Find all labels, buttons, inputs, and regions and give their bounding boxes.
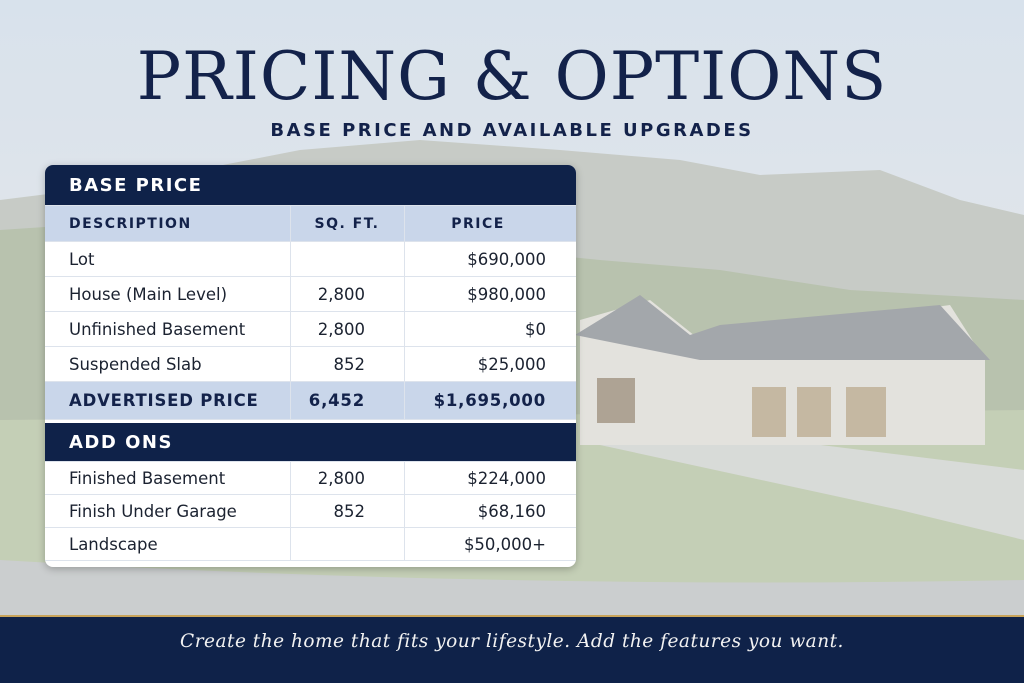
cell-divider [290, 242, 291, 276]
page-subtitle: BASE PRICE AND AVAILABLE UPGRADES [270, 120, 754, 141]
table-cell: 2,800 [317, 284, 365, 304]
cell-divider [404, 206, 405, 241]
table-cell: Suspended Slab [69, 354, 202, 374]
table-cell: $68,160 [477, 501, 546, 521]
cell-divider [290, 312, 291, 346]
table-row: Unfinished Basement 2,800 $0 [45, 312, 576, 347]
cell-divider [404, 528, 405, 560]
table-cell: $0 [525, 319, 546, 339]
cell-divider [404, 242, 405, 276]
cell-divider [290, 528, 291, 560]
table-cell: ADVERTISED PRICE [69, 391, 259, 410]
table-row: Finished Basement 2,800 $224,000 [45, 462, 576, 495]
section-title: ADD ONS [69, 431, 173, 453]
tagline: Create the home that fits your lifestyle… [180, 631, 844, 652]
total-row: ADVERTISED PRICE 6,452 $1,695,000 [45, 382, 576, 420]
table-cell: Lot [69, 249, 95, 269]
table-cell: $1,695,000 [433, 391, 546, 410]
section-header: ADD ONS [45, 423, 576, 462]
table-cell: $690,000 [467, 249, 546, 269]
section-title: BASE PRICE [69, 174, 203, 196]
table-cell: $25,000 [477, 354, 546, 374]
cell-divider [404, 277, 405, 311]
table-cell: SQ. FT. [314, 215, 380, 232]
table-row: Finish Under Garage 852 $68,160 [45, 495, 576, 528]
cell-divider [290, 495, 291, 527]
footer-bar: Create the home that fits your lifestyle… [0, 615, 1024, 683]
pricing-table: BASE PRICE DESCRIPTION SQ. FT. PRICE Lot $690… [45, 165, 576, 567]
table-row: Suspended Slab 852 $25,000 [45, 347, 576, 382]
table-cell: $50,000+ [463, 534, 546, 554]
table-row: Lot $690,000 [45, 242, 576, 277]
cell-divider [290, 462, 291, 494]
cell-divider [404, 495, 405, 527]
cell-divider [404, 462, 405, 494]
table-cell: 2,800 [317, 319, 365, 339]
cell-divider [290, 382, 291, 419]
table-row: House (Main Level) 2,800 $980,000 [45, 277, 576, 312]
section-header: BASE PRICE [45, 165, 576, 206]
table-row: Landscape $50,000+ [45, 528, 576, 561]
table-cell: 6,452 [308, 391, 365, 410]
cell-divider [290, 347, 291, 381]
table-cell: Finished Basement [69, 468, 226, 488]
column-header-row: DESCRIPTION SQ. FT. PRICE [45, 206, 576, 242]
table-cell: PRICE [451, 215, 505, 232]
table-cell: 852 [333, 354, 366, 374]
page-title: PRICING & OPTIONS [136, 38, 888, 115]
cell-divider [404, 347, 405, 381]
table-cell: Landscape [69, 534, 158, 554]
cell-divider [290, 277, 291, 311]
table-cell: 2,800 [317, 468, 365, 488]
table-cell: House (Main Level) [69, 284, 228, 304]
cell-divider [404, 382, 405, 419]
table-cell: $980,000 [467, 284, 546, 304]
table-cell: Finish Under Garage [69, 501, 237, 521]
cell-divider [404, 312, 405, 346]
cell-divider [290, 206, 291, 241]
table-cell: 852 [333, 501, 366, 521]
table-cell: Unfinished Basement [69, 319, 246, 339]
table-cell: $224,000 [467, 468, 546, 488]
table-cell: DESCRIPTION [69, 215, 192, 232]
